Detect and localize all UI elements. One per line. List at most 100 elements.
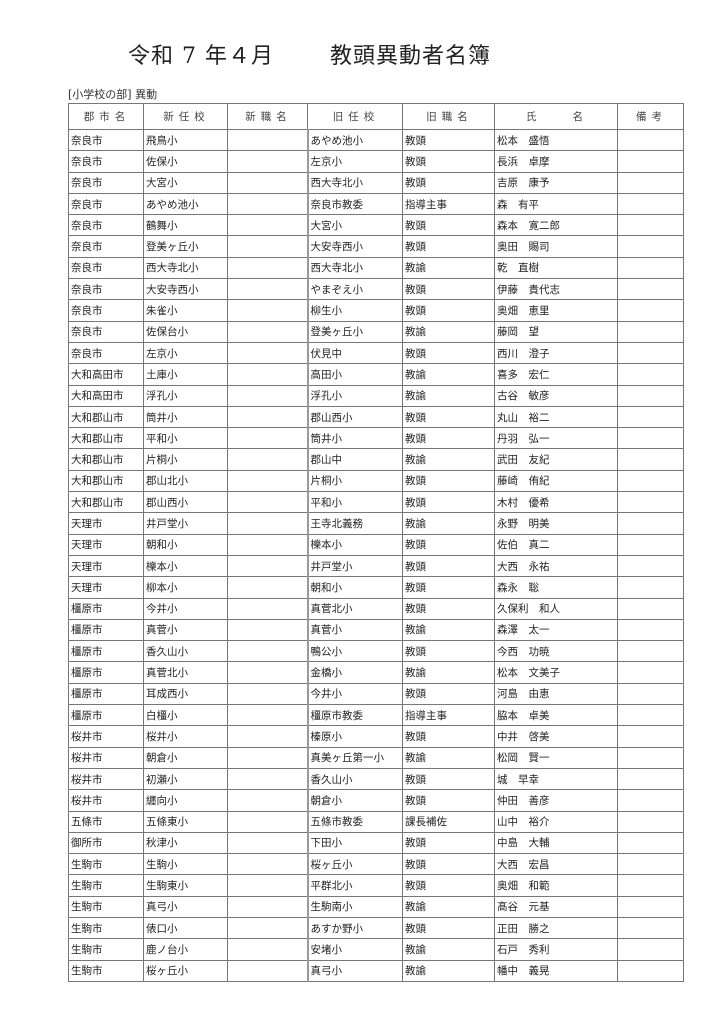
cell-new-position (227, 320, 309, 343)
cell-name: 佐伯 真二 (494, 533, 618, 556)
cell-name: 脇本 卓美 (494, 704, 618, 727)
cell-old-school: 奈良市教委 (307, 192, 403, 216)
cell-old-school: 平群北小 (307, 874, 403, 897)
cell-name: 長浜 卓摩 (494, 150, 618, 173)
table-row: 生駒市 桜ヶ丘小 真弓小 教諭 幡中 義晃 (68, 959, 684, 982)
cell-new-school: 櫟本小 (143, 554, 228, 578)
cell-new-school: 耳成西小 (143, 682, 228, 706)
cell-name: 久保利 和人 (494, 597, 618, 620)
cell-name: 幡中 義晃 (494, 959, 618, 982)
table-row: 大和郡山市 郡山西小 平和小 教頭 木村 優希 (68, 491, 684, 514)
cell-new-school: 五條東小 (143, 810, 228, 833)
cell-remarks (617, 256, 684, 280)
cell-city: 天理市 (68, 512, 144, 535)
cell-new-position (227, 469, 309, 493)
cell-new-school: 真弓小 (143, 895, 228, 918)
cell-new-school: あやめ池小 (143, 192, 228, 216)
cell-name: 松岡 賢一 (494, 746, 618, 769)
cell-remarks (617, 533, 684, 556)
cell-old-school: 金橋小 (307, 661, 403, 684)
cell-old-position: 教頭 (402, 427, 495, 450)
cell-old-school: 片桐小 (307, 469, 403, 493)
cell-remarks (617, 320, 684, 343)
cell-old-position: 教頭 (402, 640, 495, 663)
cell-new-school: 白橿小 (143, 704, 228, 727)
table-row: 大和高田市 浮孔小 浮孔小 教諭 古谷 敏彦 (68, 384, 684, 407)
cell-old-school: 郡山中 (307, 448, 403, 471)
cell-new-school: 鶴舞小 (143, 214, 228, 237)
cell-old-school: 平和小 (307, 491, 403, 514)
cell-old-position: 教諭 (402, 618, 495, 642)
cell-new-position (227, 810, 309, 833)
cell-new-position (227, 533, 309, 556)
cell-old-school: 下田小 (307, 831, 403, 855)
header-new-school: 新任校 (143, 103, 228, 130)
table-row: 奈良市 左京小 伏見中 教頭 西川 澄子 (68, 341, 684, 365)
cell-city: 奈良市 (68, 150, 144, 173)
table-row: 大和郡山市 郡山北小 片桐小 教頭 藤崎 侑紀 (68, 469, 684, 493)
table-row: 天理市 朝和小 櫟本小 教頭 佐伯 真二 (68, 533, 684, 556)
table-row: 橿原市 今井小 真菅北小 教頭 久保利 和人 (68, 597, 684, 620)
cell-name: 松本 盛悟 (494, 128, 618, 152)
cell-new-school: 大安寺西小 (143, 278, 228, 301)
cell-old-position: 教頭 (402, 150, 495, 173)
header-city: 郡市名 (68, 103, 144, 130)
header-old-position: 旧職名 (402, 103, 495, 130)
cell-new-position (227, 150, 309, 173)
cell-remarks (617, 597, 684, 620)
cell-old-school: 筒井小 (307, 427, 403, 450)
cell-old-school: 井戸堂小 (307, 554, 403, 578)
table-row: 桜井市 朝倉小 真美ヶ丘第一小 教諭 松岡 賢一 (68, 746, 684, 769)
cell-old-school: 王寺北義務 (307, 512, 403, 535)
cell-old-school: 浮孔小 (307, 384, 403, 407)
cell-old-position: 教頭 (402, 171, 495, 194)
table-row: 天理市 櫟本小 井戸堂小 教頭 大西 永祐 (68, 554, 684, 578)
cell-name: 正田 勝之 (494, 916, 618, 940)
cell-new-school: 飛鳥小 (143, 128, 228, 152)
cell-name: 山中 裕介 (494, 810, 618, 833)
cell-new-school: 浮孔小 (143, 384, 228, 407)
cell-name: 仲田 善彦 (494, 789, 618, 812)
cell-new-position (227, 341, 309, 365)
cell-name: 奥畑 恵里 (494, 299, 618, 322)
cell-name: 今西 功暁 (494, 640, 618, 663)
cell-remarks (617, 469, 684, 493)
cell-city: 奈良市 (68, 171, 144, 194)
cell-name: 永野 明美 (494, 512, 618, 535)
cell-name: 古谷 敏彦 (494, 384, 618, 407)
cell-city: 天理市 (68, 554, 144, 578)
cell-old-position: 教頭 (402, 725, 495, 748)
cell-new-position (227, 384, 309, 407)
cell-new-position (227, 278, 309, 301)
cell-city: 桜井市 (68, 725, 144, 748)
cell-name: 西川 澄子 (494, 341, 618, 365)
cell-old-position: 教諭 (402, 895, 495, 918)
cell-city: 大和郡山市 (68, 405, 144, 429)
cell-old-school: 桜ヶ丘小 (307, 853, 403, 876)
cell-remarks (617, 278, 684, 301)
cell-new-school: 柳本小 (143, 576, 228, 599)
cell-city: 桜井市 (68, 767, 144, 791)
table-row: 生駒市 生駒小 桜ヶ丘小 教頭 大西 宏昌 (68, 853, 684, 876)
cell-new-position (227, 725, 309, 748)
table-row: 生駒市 俵口小 あすか野小 教頭 正田 勝之 (68, 916, 684, 940)
cell-old-position: 教頭 (402, 767, 495, 791)
cell-new-school: 郡山北小 (143, 469, 228, 493)
cell-new-school: 土庫小 (143, 363, 228, 386)
cell-old-position: 指導主事 (402, 192, 495, 216)
cell-remarks (617, 171, 684, 194)
cell-old-school: 高田小 (307, 363, 403, 386)
cell-city: 橿原市 (68, 640, 144, 663)
cell-city: 奈良市 (68, 192, 144, 216)
cell-new-school: 真菅北小 (143, 661, 228, 684)
cell-old-position: 教頭 (402, 235, 495, 258)
cell-city: 橿原市 (68, 618, 144, 642)
header-remarks: 備考 (617, 103, 684, 130)
cell-new-position (227, 576, 309, 599)
cell-remarks (617, 874, 684, 897)
cell-old-position: 教諭 (402, 384, 495, 407)
cell-name: 吉原 康予 (494, 171, 618, 194)
cell-city: 橿原市 (68, 682, 144, 706)
cell-remarks (617, 554, 684, 578)
cell-old-school: 真菅北小 (307, 597, 403, 620)
